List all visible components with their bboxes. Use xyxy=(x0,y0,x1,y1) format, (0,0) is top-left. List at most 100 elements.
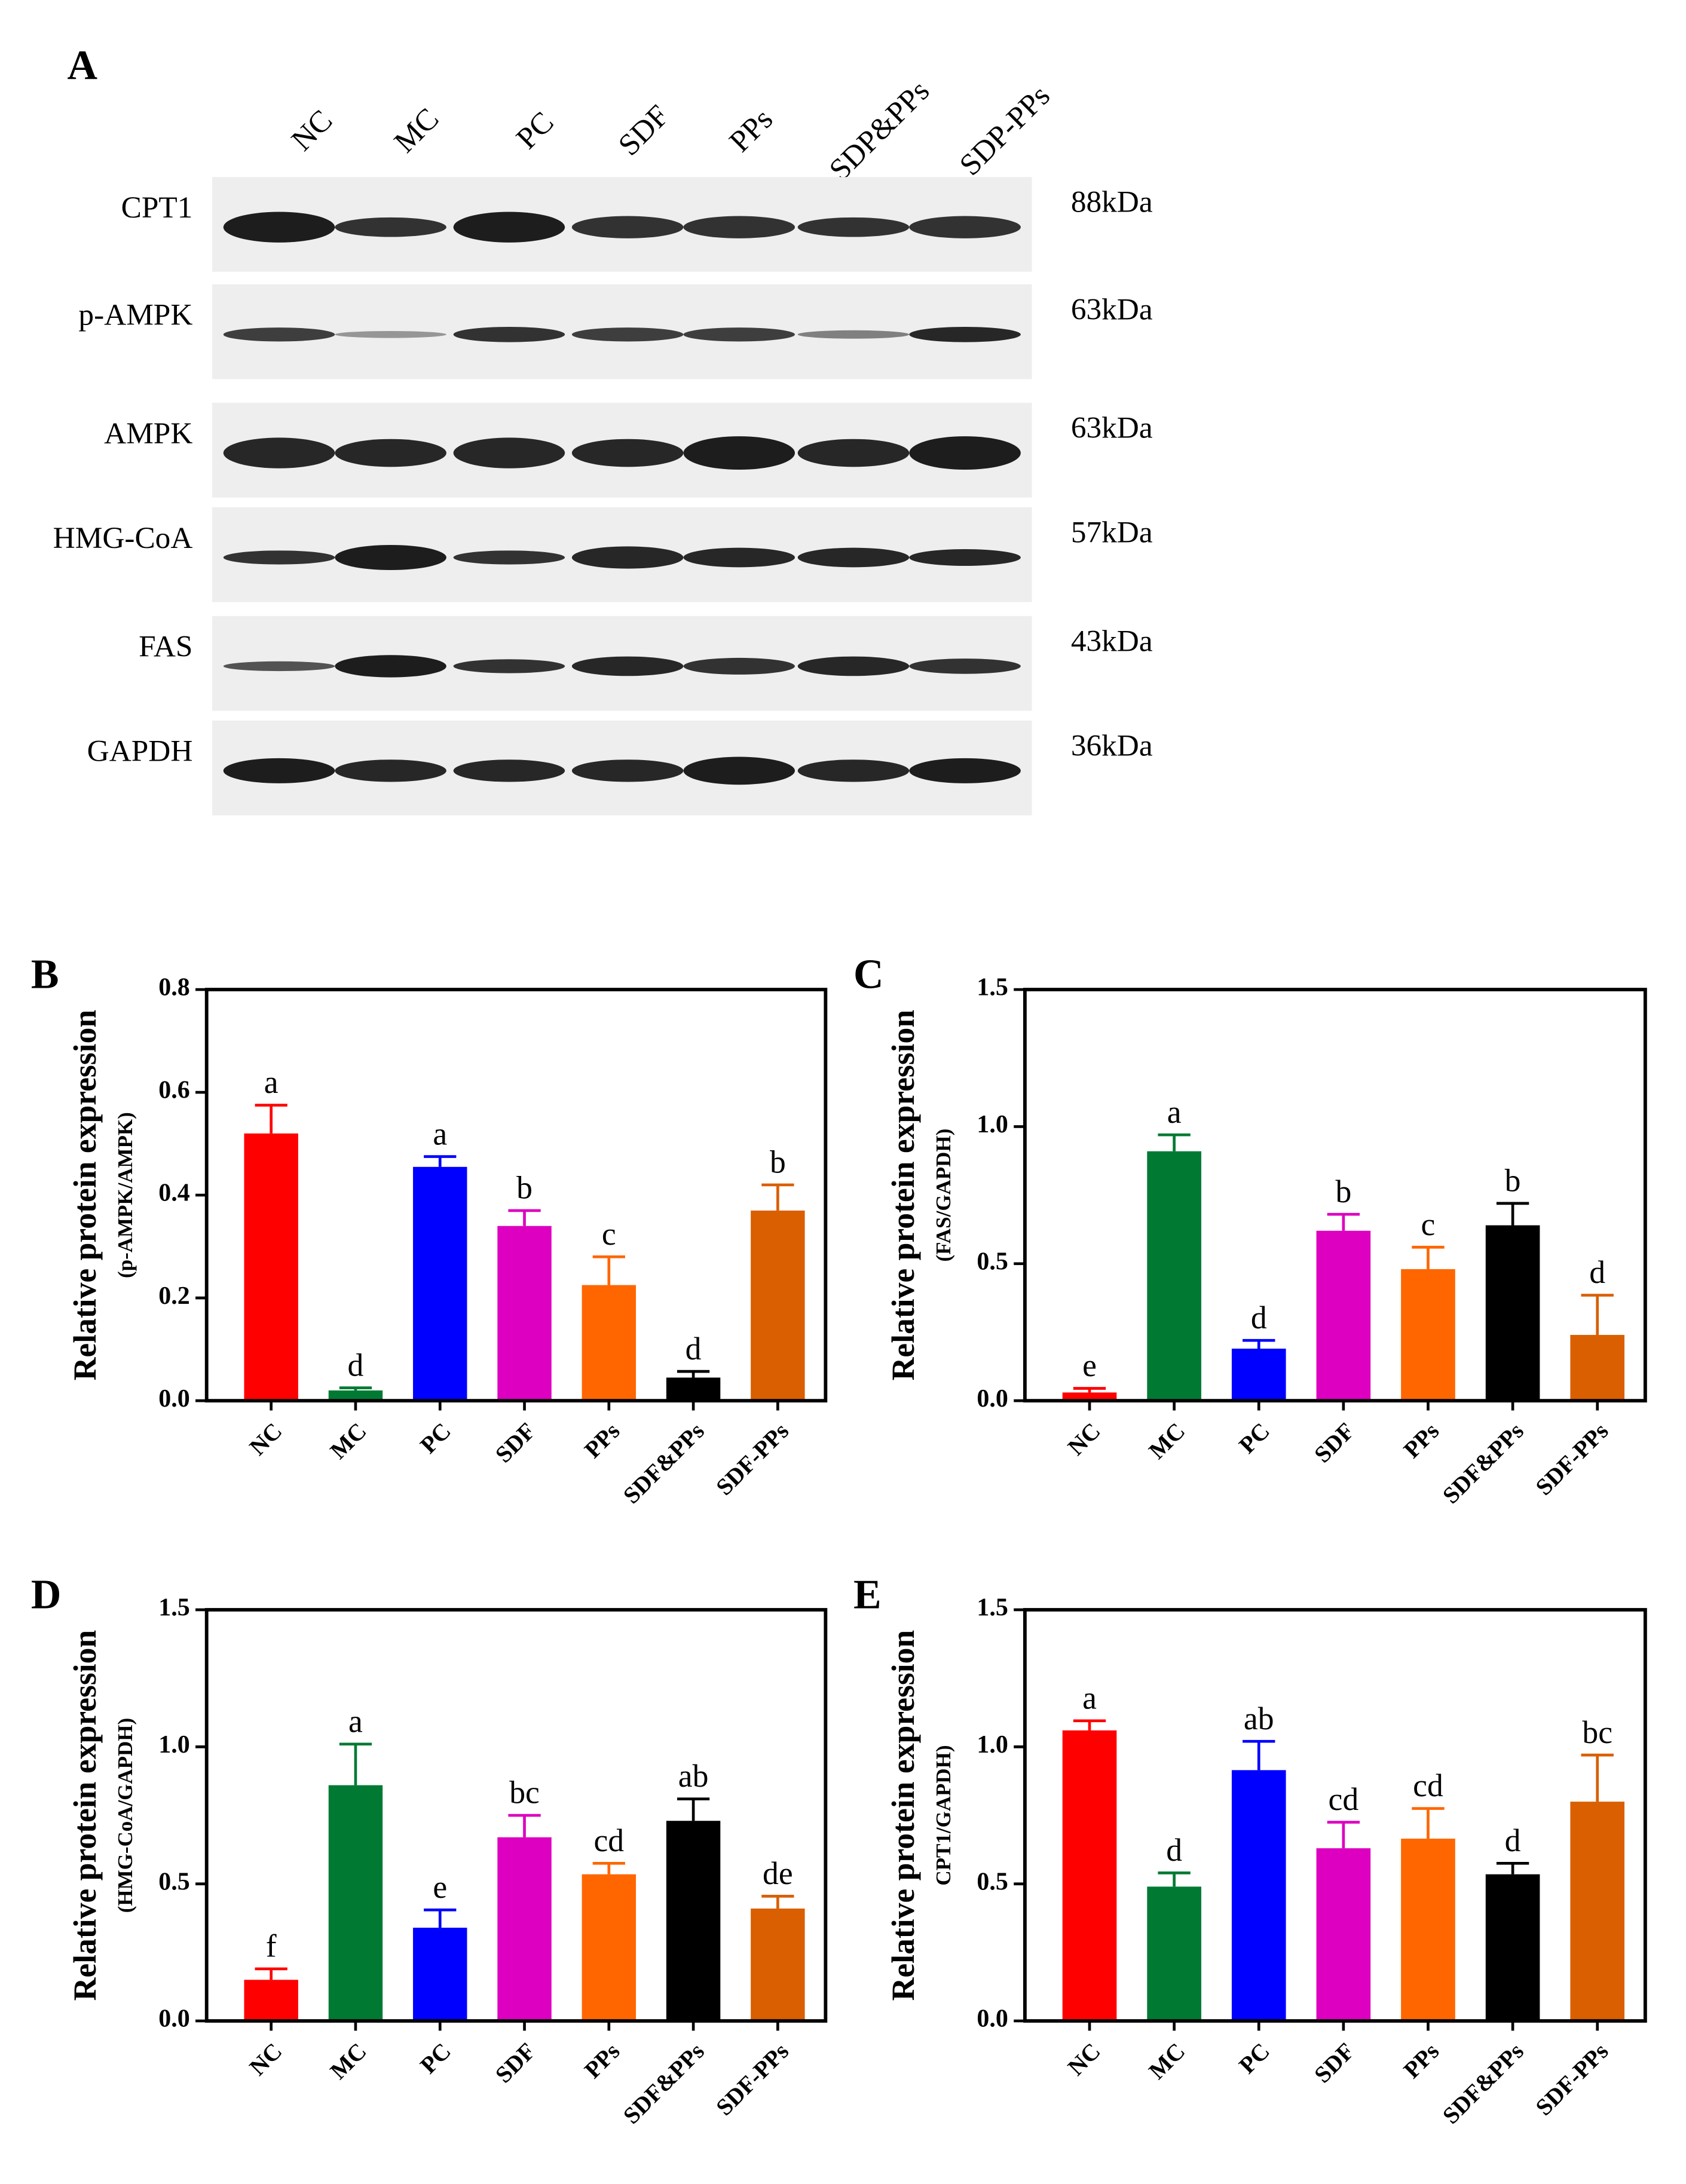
significance-letter: d xyxy=(1251,1300,1267,1335)
blot-band xyxy=(683,756,795,785)
x-tick-label: SDF&PPs xyxy=(1437,1417,1529,1509)
blot-band xyxy=(909,549,1021,566)
x-tick-label: MC xyxy=(1144,1417,1191,1464)
bar xyxy=(1401,1269,1455,1401)
blot-band xyxy=(335,439,446,467)
y-axis-label: Relative protein expression xyxy=(885,1010,921,1381)
bar xyxy=(328,1785,383,2021)
blot-band xyxy=(909,658,1021,674)
bar xyxy=(1231,1770,1286,2021)
lane-label: PPs xyxy=(723,102,779,159)
bar xyxy=(1062,1730,1117,2021)
blot-band xyxy=(683,327,795,342)
significance-letter: c xyxy=(1421,1206,1436,1242)
blot-band xyxy=(571,656,684,676)
plot-frame xyxy=(204,988,828,1403)
x-tick-label: SDF&PPs xyxy=(618,1417,709,1509)
blot-band xyxy=(453,212,565,243)
y-axis-sublabel: (FAS/GAPDH) xyxy=(932,1129,955,1262)
significance-letter: b xyxy=(1335,1174,1351,1209)
significance-letter: d xyxy=(1589,1254,1605,1290)
x-tick-label: SDF&PPs xyxy=(618,2038,709,2129)
bar xyxy=(1147,1151,1201,1401)
significance-letter: d xyxy=(1505,1822,1521,1858)
bar xyxy=(1316,1230,1371,1401)
bar xyxy=(1401,1839,1455,2021)
protein-label: FAS xyxy=(139,630,192,664)
y-tick-label: 0.6 xyxy=(158,1077,189,1104)
significance-letter: f xyxy=(266,1928,277,1964)
significance-letter: d xyxy=(348,1347,364,1383)
bar xyxy=(497,1226,552,1401)
significance-letter: b xyxy=(1505,1163,1521,1199)
blot-band xyxy=(909,326,1021,342)
x-tick-label: PC xyxy=(1234,1417,1275,1458)
blot-band xyxy=(335,217,446,237)
blot-band xyxy=(453,659,565,673)
blot-band xyxy=(683,436,795,470)
y-axis-sublabel: CPT1/GAPDH) xyxy=(932,1745,955,1886)
x-tick-label: SDF-PPs xyxy=(711,1417,794,1500)
y-tick-label: 0.8 xyxy=(158,974,189,1001)
panel-label: C xyxy=(853,951,884,997)
x-tick-label: PPs xyxy=(579,1417,625,1463)
kda-label: 88kDa xyxy=(1071,185,1153,219)
y-tick-label: 0.0 xyxy=(977,1385,1008,1413)
bar xyxy=(1485,1225,1540,1401)
lane-label: NC xyxy=(285,103,339,158)
x-tick-label: MC xyxy=(325,1417,372,1464)
significance-letter: b xyxy=(516,1170,533,1206)
x-tick-label: SDF xyxy=(490,2038,540,2088)
plot-frame xyxy=(1023,1608,1647,2023)
bar xyxy=(582,1874,637,2021)
x-tick-label: SDF xyxy=(1309,2038,1360,2088)
y-tick-label: 1.0 xyxy=(977,1731,1008,1759)
blot-band xyxy=(453,550,565,565)
panel-label: B xyxy=(31,951,59,997)
bar xyxy=(413,1928,467,2021)
blot-band xyxy=(223,661,335,672)
blot-band xyxy=(797,547,910,568)
bar xyxy=(1485,1874,1540,2021)
x-tick-label: SDF-PPs xyxy=(1531,2038,1614,2121)
blot-band xyxy=(909,758,1021,783)
blot-band xyxy=(453,437,565,468)
y-tick-label: 1.0 xyxy=(977,1111,1008,1138)
bar xyxy=(1570,1335,1625,1401)
significance-letter: cd xyxy=(1329,1781,1359,1817)
x-tick-label: PPs xyxy=(1399,1417,1444,1463)
kda-label: 43kDa xyxy=(1071,624,1153,658)
y-tick-label: 0.4 xyxy=(158,1180,189,1207)
kda-label: 63kDa xyxy=(1071,292,1153,326)
blot-band xyxy=(797,759,910,782)
bar xyxy=(751,1210,805,1401)
x-tick-label: MC xyxy=(325,2038,372,2084)
plot-frame xyxy=(1023,988,1647,1403)
plot-frame xyxy=(204,1608,828,2023)
y-axis-sublabel: (p-AMPK/AMPK) xyxy=(114,1112,137,1278)
panel-label: D xyxy=(31,1572,62,1618)
blot-band xyxy=(223,327,335,342)
protein-label: AMPK xyxy=(104,416,192,451)
blot-band xyxy=(223,437,335,468)
x-tick-label: PPs xyxy=(579,2038,625,2083)
x-tick-label: MC xyxy=(1144,2038,1191,2084)
x-tick-label: PC xyxy=(415,2038,456,2078)
y-tick-label: 1.5 xyxy=(158,1594,189,1622)
significance-letter: d xyxy=(1166,1832,1182,1868)
blot-band xyxy=(571,546,684,569)
y-tick-label: 1.5 xyxy=(977,974,1008,1001)
y-axis-label: Relative protein expression xyxy=(885,1630,921,2001)
significance-letter: e xyxy=(1082,1347,1097,1383)
panel-label: E xyxy=(853,1572,882,1618)
blot-band xyxy=(797,217,910,237)
blot-band xyxy=(453,759,565,782)
x-tick-label: SDF-PPs xyxy=(1531,1417,1614,1500)
x-tick-label: SDF xyxy=(1309,1417,1360,1468)
significance-letter: cd xyxy=(1413,1768,1443,1803)
blot-band xyxy=(223,758,335,783)
